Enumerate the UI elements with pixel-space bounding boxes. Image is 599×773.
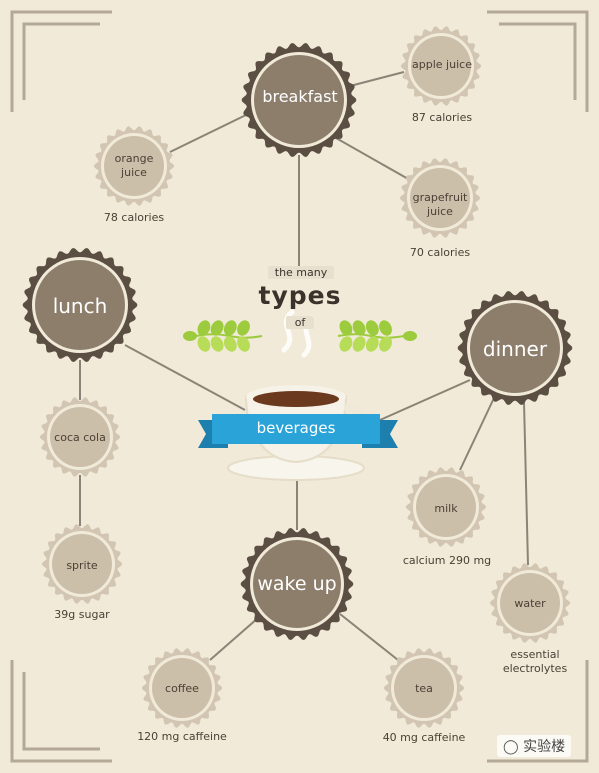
drink-badge-center-milk — [416, 477, 476, 537]
line-wakeup-coffee — [209, 617, 259, 661]
line-dinner-milk — [459, 397, 495, 471]
drink-label-coca-cola: coca cola — [54, 431, 106, 444]
leaf-icon — [197, 320, 211, 336]
drink-badge-center-cocacola — [50, 407, 110, 467]
corner-bracket-0 — [10, 10, 112, 112]
leaf-sprig-right-icon — [337, 320, 417, 352]
leaf-icon — [183, 331, 197, 341]
nodes — [22, 26, 573, 728]
corner-bracket-2 — [487, 10, 589, 112]
title-of: of — [286, 316, 314, 329]
centerpiece — [183, 309, 417, 481]
leaf-icon — [237, 320, 250, 336]
drink-detail-sprite: 39g sugar — [54, 608, 110, 621]
drink-label-apple-juice: apple juice — [412, 58, 472, 71]
leaf-icon — [352, 336, 366, 352]
leaf-icon — [237, 336, 250, 352]
title-the-many: the many — [268, 266, 334, 279]
leaf-icon — [403, 331, 417, 341]
drink-label-tea: tea — [415, 682, 433, 695]
meal-badge-center-lunch — [35, 260, 125, 350]
line-dinner-center — [379, 379, 471, 421]
connector-lines — [79, 71, 529, 661]
watermark-text: 实验楼 — [523, 739, 566, 755]
drink-badge-center-sprite — [52, 534, 112, 594]
corner-brackets — [10, 10, 589, 763]
drink-detail-orange-juice: 78 calories — [103, 211, 165, 224]
coffee-icon — [253, 391, 339, 407]
chat-bubble-icon: ◯ — [503, 739, 519, 755]
meal-label-lunch: lunch — [52, 294, 108, 318]
leaf-icon — [379, 336, 392, 352]
corner-bracket-5 — [22, 672, 100, 751]
meal-badge-center-wakeup — [253, 540, 341, 628]
ribbon-banner — [212, 414, 380, 444]
drink-label-milk: milk — [434, 502, 458, 515]
title-types: types — [258, 281, 342, 310]
drink-label-coffee: coffee — [165, 682, 199, 695]
corner-bracket-4 — [10, 660, 112, 763]
line-breakfast-applejuice — [349, 71, 405, 87]
drink-label-orange-juice: orange juice — [114, 152, 154, 179]
corner-bracket-1 — [22, 22, 100, 100]
drink-detail-water: essential electrolytes — [502, 648, 568, 675]
watermark: ◯ 实验楼 — [497, 735, 572, 757]
drink-detail-apple-juice: 87 calories — [411, 111, 473, 124]
leaf-icon — [197, 336, 211, 352]
drink-badge-center-orangejuice — [104, 136, 164, 196]
drink-badge-center-tea — [394, 658, 454, 718]
leaf-icon — [352, 320, 366, 336]
meal-label-breakfast: breakfast — [262, 87, 338, 106]
drink-label-water: water — [514, 597, 546, 610]
line-dinner-water — [523, 401, 529, 566]
leaf-icon — [210, 320, 224, 336]
leaf-icon — [365, 320, 379, 336]
leaf-icon — [379, 320, 392, 336]
corner-bracket-6 — [487, 660, 589, 763]
line-wakeup-tea — [339, 613, 399, 661]
drink-detail-tea: 40 mg caffeine — [382, 731, 466, 744]
drink-badge-center-coffee — [152, 658, 212, 718]
corner-bracket-3 — [499, 22, 577, 100]
meal-label-dinner: dinner — [482, 337, 548, 361]
drink-badge-center-grapefruitjuice — [410, 168, 470, 228]
leaf-icon — [223, 336, 237, 352]
drink-detail-grapefruit-juice: 70 calories — [409, 246, 471, 259]
drink-detail-milk: calcium 290 mg — [402, 554, 492, 567]
leaf-icon — [365, 336, 379, 352]
line-breakfast-grapefruitjuice — [335, 137, 411, 181]
drink-badge-center-applejuice — [411, 36, 471, 96]
leaf-icon — [339, 336, 353, 352]
title-beverages: beverages — [256, 419, 336, 437]
leaf-icon — [210, 336, 224, 352]
drink-label-grapefruit-juice: grapefruit juice — [412, 191, 468, 218]
leaf-icon — [339, 320, 353, 336]
drink-badge-center-water — [500, 573, 560, 633]
leaf-sprig-left-icon — [183, 320, 263, 352]
line-lunch-center — [124, 344, 246, 411]
meal-label-wakeup: wake up — [257, 573, 337, 595]
drink-detail-coffee: 120 mg caffeine — [137, 730, 227, 743]
leaf-icon — [223, 320, 237, 336]
drink-label-sprite: sprite — [66, 559, 98, 572]
meal-badge-center-breakfast — [254, 55, 344, 145]
meal-badge-center-dinner — [470, 303, 560, 393]
line-breakfast-orangejuice — [169, 113, 249, 153]
